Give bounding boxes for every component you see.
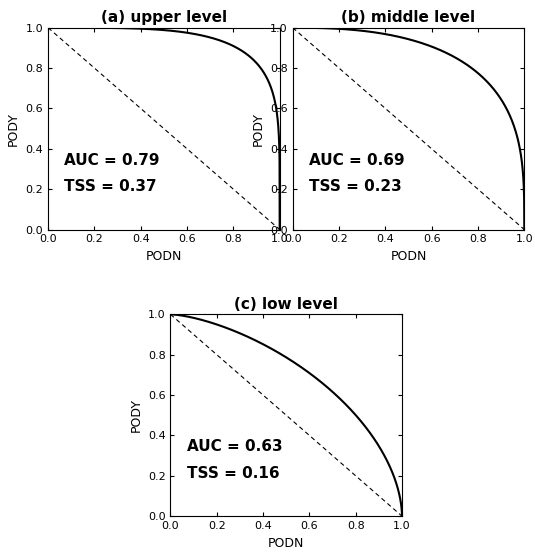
Text: TSS = 0.37: TSS = 0.37 bbox=[64, 179, 157, 194]
Title: (a) upper level: (a) upper level bbox=[101, 10, 227, 25]
Title: (c) low level: (c) low level bbox=[234, 297, 338, 312]
Y-axis label: PODY: PODY bbox=[7, 112, 20, 145]
X-axis label: PODN: PODN bbox=[391, 250, 427, 263]
X-axis label: PODN: PODN bbox=[146, 250, 182, 263]
Text: AUC = 0.69: AUC = 0.69 bbox=[309, 153, 404, 168]
Y-axis label: PODY: PODY bbox=[129, 398, 142, 432]
Y-axis label: PODY: PODY bbox=[251, 112, 265, 145]
Text: TSS = 0.23: TSS = 0.23 bbox=[309, 179, 402, 194]
Text: AUC = 0.63: AUC = 0.63 bbox=[187, 440, 282, 455]
Text: AUC = 0.79: AUC = 0.79 bbox=[64, 153, 160, 168]
Text: TSS = 0.16: TSS = 0.16 bbox=[187, 466, 279, 481]
X-axis label: PODN: PODN bbox=[268, 537, 304, 549]
Title: (b) middle level: (b) middle level bbox=[341, 10, 476, 25]
